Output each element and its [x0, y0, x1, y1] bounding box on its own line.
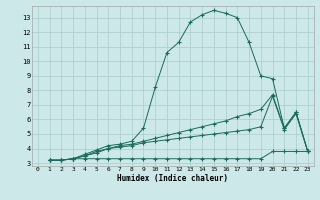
X-axis label: Humidex (Indice chaleur): Humidex (Indice chaleur)	[117, 174, 228, 183]
